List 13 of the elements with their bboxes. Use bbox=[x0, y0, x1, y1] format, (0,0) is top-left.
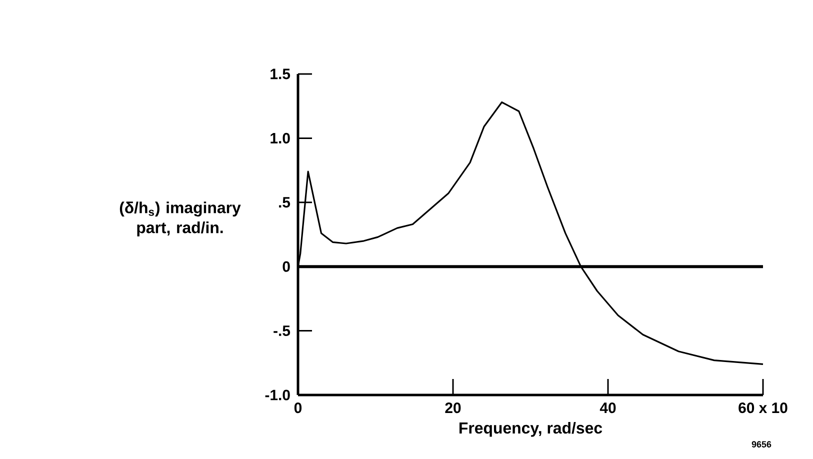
x-tick-label: 0 bbox=[294, 402, 302, 414]
y-tick-label: -.5 bbox=[274, 326, 290, 336]
y-tick-label: 1.0 bbox=[270, 132, 290, 144]
text: 9656 bbox=[752, 441, 772, 448]
y-axis-title: (δ/h$_{s}$) imaginary part, rad/in. bbox=[120, 202, 241, 236]
y-tick-label: 0 bbox=[282, 261, 290, 272]
x-tick-label: 40 bbox=[600, 402, 616, 414]
x-tick-label: 60 x 10 bbox=[738, 402, 788, 414]
x-axis-title: Frequency, rad/sec bbox=[460, 422, 602, 437]
y-tick-label: 1.5 bbox=[270, 68, 290, 80]
y-tick-label: -1.0 bbox=[265, 390, 290, 400]
y-tick-label: .5 bbox=[279, 197, 290, 208]
x-tick-label: 20 bbox=[445, 402, 461, 414]
